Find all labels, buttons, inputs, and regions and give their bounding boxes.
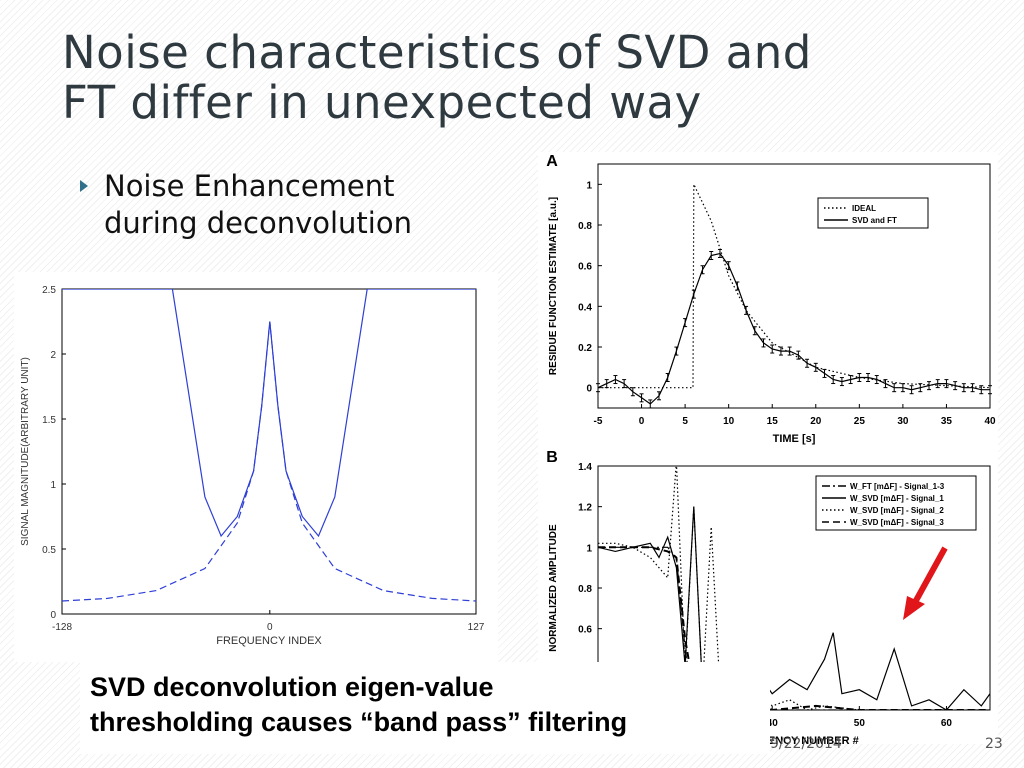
series-line bbox=[598, 466, 990, 710]
bullet-arrow-icon bbox=[80, 180, 88, 192]
y-axis-label: SIGNAL MAGNITUDE(ARBITRARY UNIT) bbox=[20, 357, 31, 546]
caption-box: SVD deconvolution eigen-value thresholdi… bbox=[80, 662, 770, 754]
x-tick-label: 30 bbox=[897, 416, 909, 427]
footer-date: 9/22/2014 bbox=[770, 736, 842, 752]
residue-chart: -5 0 5 10 15 20 25 30 35 40 0 0.2 0.4 0.6 0.8 1 TIME [s]… bbox=[546, 153, 996, 445]
x-axis-label: TIME [s] bbox=[773, 433, 816, 445]
y-tick-label: 1 bbox=[50, 480, 56, 491]
y-tick-label: 0.4 bbox=[578, 302, 592, 313]
series-line bbox=[598, 506, 990, 710]
y-tick-label: 1.5 bbox=[42, 415, 56, 426]
y-tick-label: 2.5 bbox=[42, 285, 56, 296]
bullet-item: Noise Enhancement during deconvolution bbox=[104, 168, 504, 242]
panel-label: B bbox=[546, 449, 558, 466]
x-tick-label: 40 bbox=[984, 416, 996, 427]
x-tick-label: 60 bbox=[941, 718, 953, 729]
y-tick-label: 0.6 bbox=[578, 262, 592, 273]
legend-label: W_SVD [mΔF] - Signal_3 bbox=[850, 518, 944, 527]
y-tick-label: 0.5 bbox=[42, 545, 56, 556]
y-tick-label: 0 bbox=[586, 384, 592, 395]
x-tick-label: 127 bbox=[468, 622, 485, 633]
legend-label: W_FT [mΔF] - Signal_1-3 bbox=[850, 482, 945, 491]
series-line bbox=[598, 252, 990, 405]
legend-label: W_SVD [mΔF] - Signal_1 bbox=[850, 494, 944, 503]
y-tick-label: 2 bbox=[50, 350, 56, 361]
legend-box bbox=[817, 197, 929, 229]
y-axis-label: NORMALIZED AMPLITUDE bbox=[548, 524, 559, 652]
y-tick-label: 0.2 bbox=[578, 343, 592, 354]
x-tick-label: -5 bbox=[594, 416, 603, 427]
x-tick-label: 25 bbox=[854, 416, 866, 427]
x-tick-label: 5 bbox=[682, 416, 688, 427]
legend-box bbox=[815, 475, 977, 531]
y-tick-label: 0.8 bbox=[578, 221, 592, 232]
legend-label: W_SVD [mΔF] - Signal_2 bbox=[850, 506, 944, 515]
frequency-chart-panel: -128 0 127 0 0.5 1 1.5 2 2.5 FREQUENCY INDEX SIGNA… bbox=[14, 272, 498, 662]
legend-label: IDEAL bbox=[852, 204, 876, 213]
caption-line-1: SVD deconvolution eigen-value bbox=[90, 672, 494, 702]
plot-frame bbox=[61, 288, 477, 615]
series-line bbox=[598, 184, 990, 389]
plot-frame bbox=[597, 163, 991, 409]
panel-label: A bbox=[546, 153, 558, 170]
x-axis-label: FREQUENCY INDEX bbox=[216, 635, 322, 647]
x-tick-label: 10 bbox=[723, 416, 735, 427]
bullet-line-2: during deconvolution bbox=[104, 206, 412, 240]
x-tick-label: 50 bbox=[854, 718, 866, 729]
red-arrow-icon bbox=[903, 546, 948, 620]
x-tick-label: -128 bbox=[52, 622, 72, 633]
y-tick-label: 0.6 bbox=[578, 625, 592, 636]
y-tick-label: 1.2 bbox=[578, 503, 592, 514]
x-tick-label: 0 bbox=[267, 622, 273, 633]
slide-title: Noise characteristics of SVD and FT diff… bbox=[62, 28, 962, 128]
y-tick-label: 0 bbox=[50, 610, 56, 621]
y-tick-label: 1 bbox=[586, 543, 592, 554]
bullet-line-1: Noise Enhancement bbox=[104, 169, 395, 203]
residue-chart-panel: -5 0 5 10 15 20 25 30 35 40 0 0.2 0.4 0.6 0.8 1 TIME [s]… bbox=[538, 152, 998, 448]
y-tick-label: 1 bbox=[586, 180, 592, 191]
y-tick-label: 0.8 bbox=[578, 584, 592, 595]
caption-line-2: thresholding causes “band pass” filterin… bbox=[90, 707, 628, 737]
y-tick-label: 1.4 bbox=[578, 462, 592, 473]
title-line-1: Noise characteristics of SVD and bbox=[62, 26, 812, 79]
title-line-2: FT differ in unexpected way bbox=[62, 76, 702, 129]
x-tick-label: 35 bbox=[941, 416, 953, 427]
series-line bbox=[62, 321, 476, 602]
legend-label: SVD and FT bbox=[852, 216, 897, 225]
x-tick-label: 20 bbox=[810, 416, 822, 427]
x-tick-label: 40 bbox=[767, 718, 779, 729]
x-tick-label: 15 bbox=[767, 416, 779, 427]
y-axis-label: RESIDUE FUNCTION ESTIMATE [a.u.] bbox=[548, 197, 559, 375]
footer-page-number: 23 bbox=[985, 736, 1003, 752]
x-tick-label: 0 bbox=[639, 416, 645, 427]
